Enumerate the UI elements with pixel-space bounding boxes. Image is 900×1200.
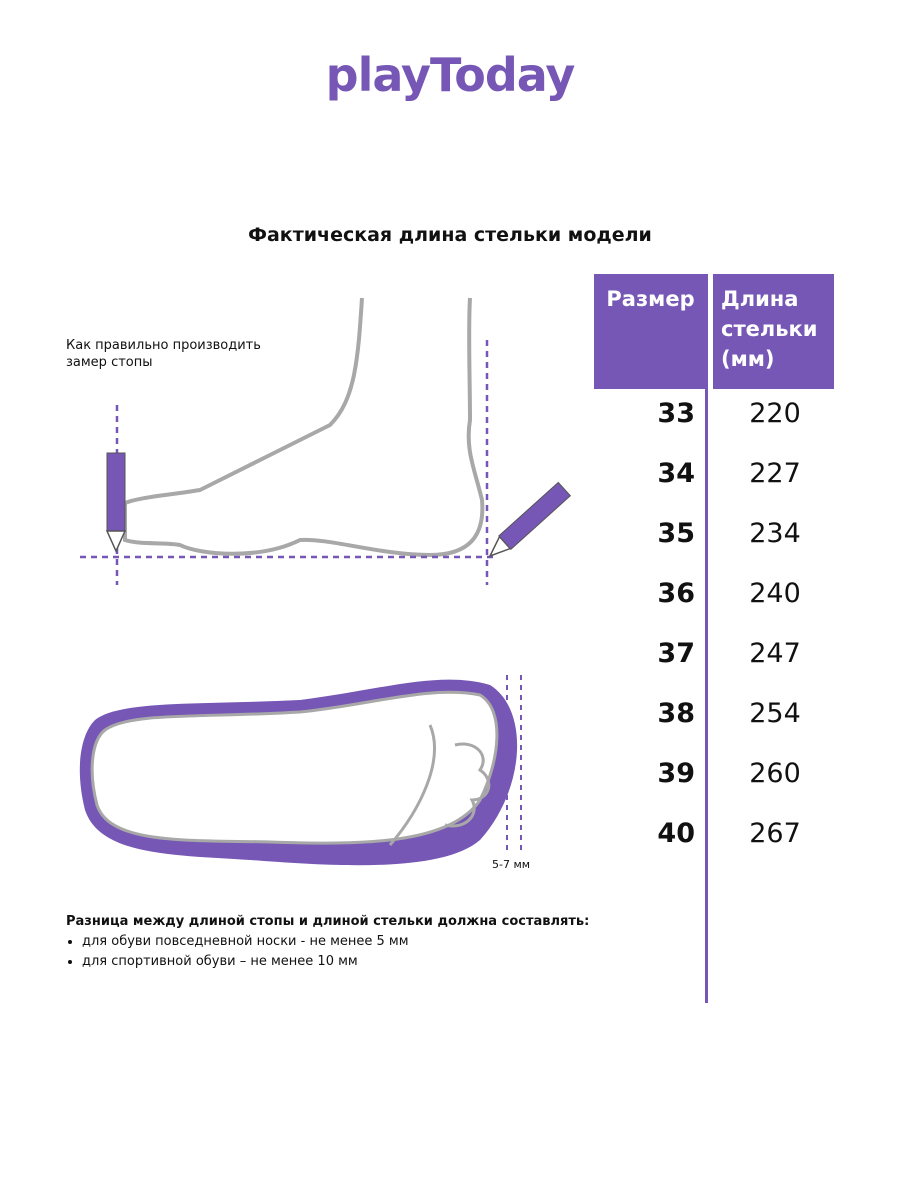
measure-hint-line: Как правильно производить	[66, 338, 261, 353]
size-cell: 33	[657, 398, 695, 429]
measure-hint: Как правильно производить замер стопы	[66, 337, 261, 371]
size-cell: 38	[657, 698, 695, 729]
note-item: для обуви повседневной носки - не менее …	[82, 932, 589, 952]
length-cell: 227	[749, 458, 801, 489]
size-cell: 36	[657, 578, 695, 609]
table-divider	[705, 274, 708, 1003]
size-cell: 34	[657, 458, 695, 489]
side-foot-illustration	[80, 297, 572, 585]
length-cell: 267	[749, 818, 801, 849]
length-cell: 220	[749, 398, 801, 429]
measure-hint-line: замер стопы	[66, 355, 153, 370]
size-cell: 35	[657, 518, 695, 549]
header-insole-length: Длина стельки (мм)	[713, 274, 834, 389]
size-note: Разница между длиной стопы и длиной стел…	[66, 912, 589, 972]
length-cell: 260	[749, 758, 801, 789]
sole-illustration	[79, 675, 522, 866]
length-cell: 247	[749, 638, 801, 669]
length-cell: 240	[749, 578, 801, 609]
length-cell: 234	[749, 518, 801, 549]
size-cell: 37	[657, 638, 695, 669]
pencil-icon	[105, 452, 127, 553]
size-cell: 39	[657, 758, 695, 789]
gap-label: 5-7 мм	[492, 858, 531, 871]
length-cell: 254	[749, 698, 801, 729]
note-heading: Разница между длиной стопы и длиной стел…	[66, 914, 590, 929]
note-item: для спортивной обуви – не менее 10 мм	[82, 952, 589, 972]
pencil-icon	[488, 481, 572, 558]
brand-logo: playToday	[325, 48, 576, 102]
header-size: Размер	[594, 274, 707, 389]
page-title: Фактическая длина стельки модели	[248, 224, 652, 246]
size-cell: 40	[657, 818, 695, 849]
